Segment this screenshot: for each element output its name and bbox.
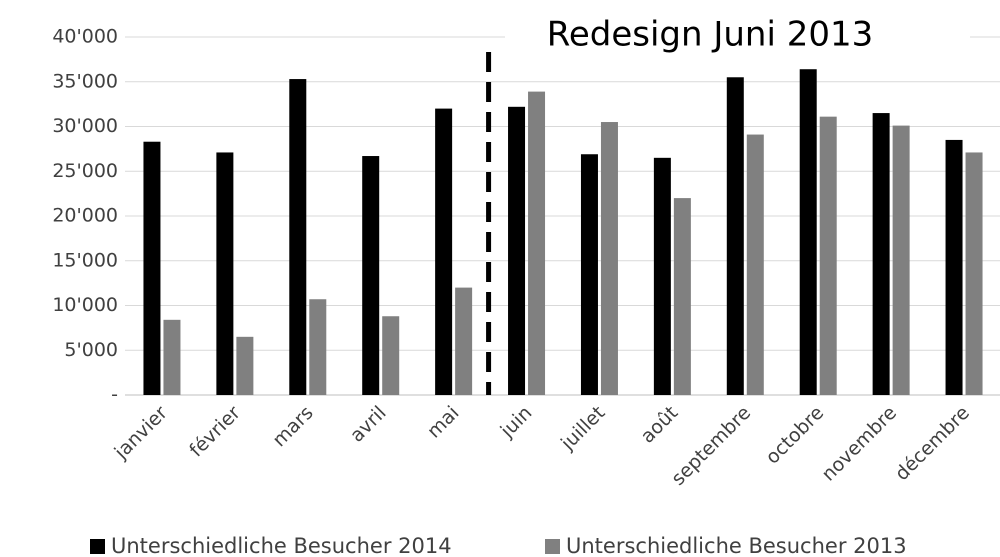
bar <box>673 198 691 395</box>
y-tick-label: - <box>111 384 118 406</box>
bar <box>216 152 234 395</box>
y-tick-label: 35'000 <box>52 70 118 92</box>
bar <box>236 336 254 395</box>
bar <box>965 152 983 395</box>
x-tick-label: juillet <box>556 402 609 455</box>
x-tick-label: mars <box>268 402 317 451</box>
y-tick-label: 15'000 <box>52 249 118 271</box>
bar <box>746 134 764 395</box>
legend-label: Unterschiedliche Besucher 2013 <box>566 534 907 557</box>
bar <box>580 154 598 395</box>
bar <box>600 122 618 396</box>
bar <box>382 316 400 395</box>
y-tick-label: 5'000 <box>64 339 118 361</box>
bar <box>892 125 910 395</box>
x-tick-label: décembre <box>891 402 974 485</box>
bar <box>362 156 380 395</box>
y-tick-label: 25'000 <box>52 160 118 182</box>
legend-label: Unterschiedliche Besucher 2014 <box>111 534 452 557</box>
bar <box>435 108 453 395</box>
bar <box>143 141 161 395</box>
annotation: Redesign Juni 2013 <box>547 15 874 55</box>
x-tick-label: juin <box>496 402 537 443</box>
x-tick-label: février <box>185 402 245 462</box>
bar <box>163 319 181 395</box>
y-tick-label: 20'000 <box>52 205 118 227</box>
bar <box>309 299 327 395</box>
bar <box>653 157 671 395</box>
y-tick-label: 40'000 <box>52 26 118 48</box>
legend-swatch <box>545 539 560 554</box>
x-tick-label: août <box>637 402 683 448</box>
y-tick-label: 30'000 <box>52 115 118 137</box>
bar <box>508 106 526 395</box>
bar <box>799 69 817 395</box>
x-tick-label: novembre <box>817 402 901 486</box>
bar <box>289 79 307 395</box>
bar <box>819 116 837 395</box>
x-tick-label: avril <box>346 402 391 447</box>
x-tick-label: septembre <box>667 402 755 490</box>
bar <box>872 113 890 395</box>
x-tick-label: janvier <box>110 402 172 464</box>
bar <box>528 91 546 395</box>
bar <box>945 139 963 395</box>
x-tick-label: mai <box>423 402 464 443</box>
y-tick-label: 10'000 <box>52 294 118 316</box>
legend-swatch <box>90 539 105 554</box>
bar <box>455 287 473 395</box>
annotation-bg <box>505 12 970 60</box>
bar <box>726 77 744 396</box>
x-tick-label: octobre <box>761 402 828 469</box>
